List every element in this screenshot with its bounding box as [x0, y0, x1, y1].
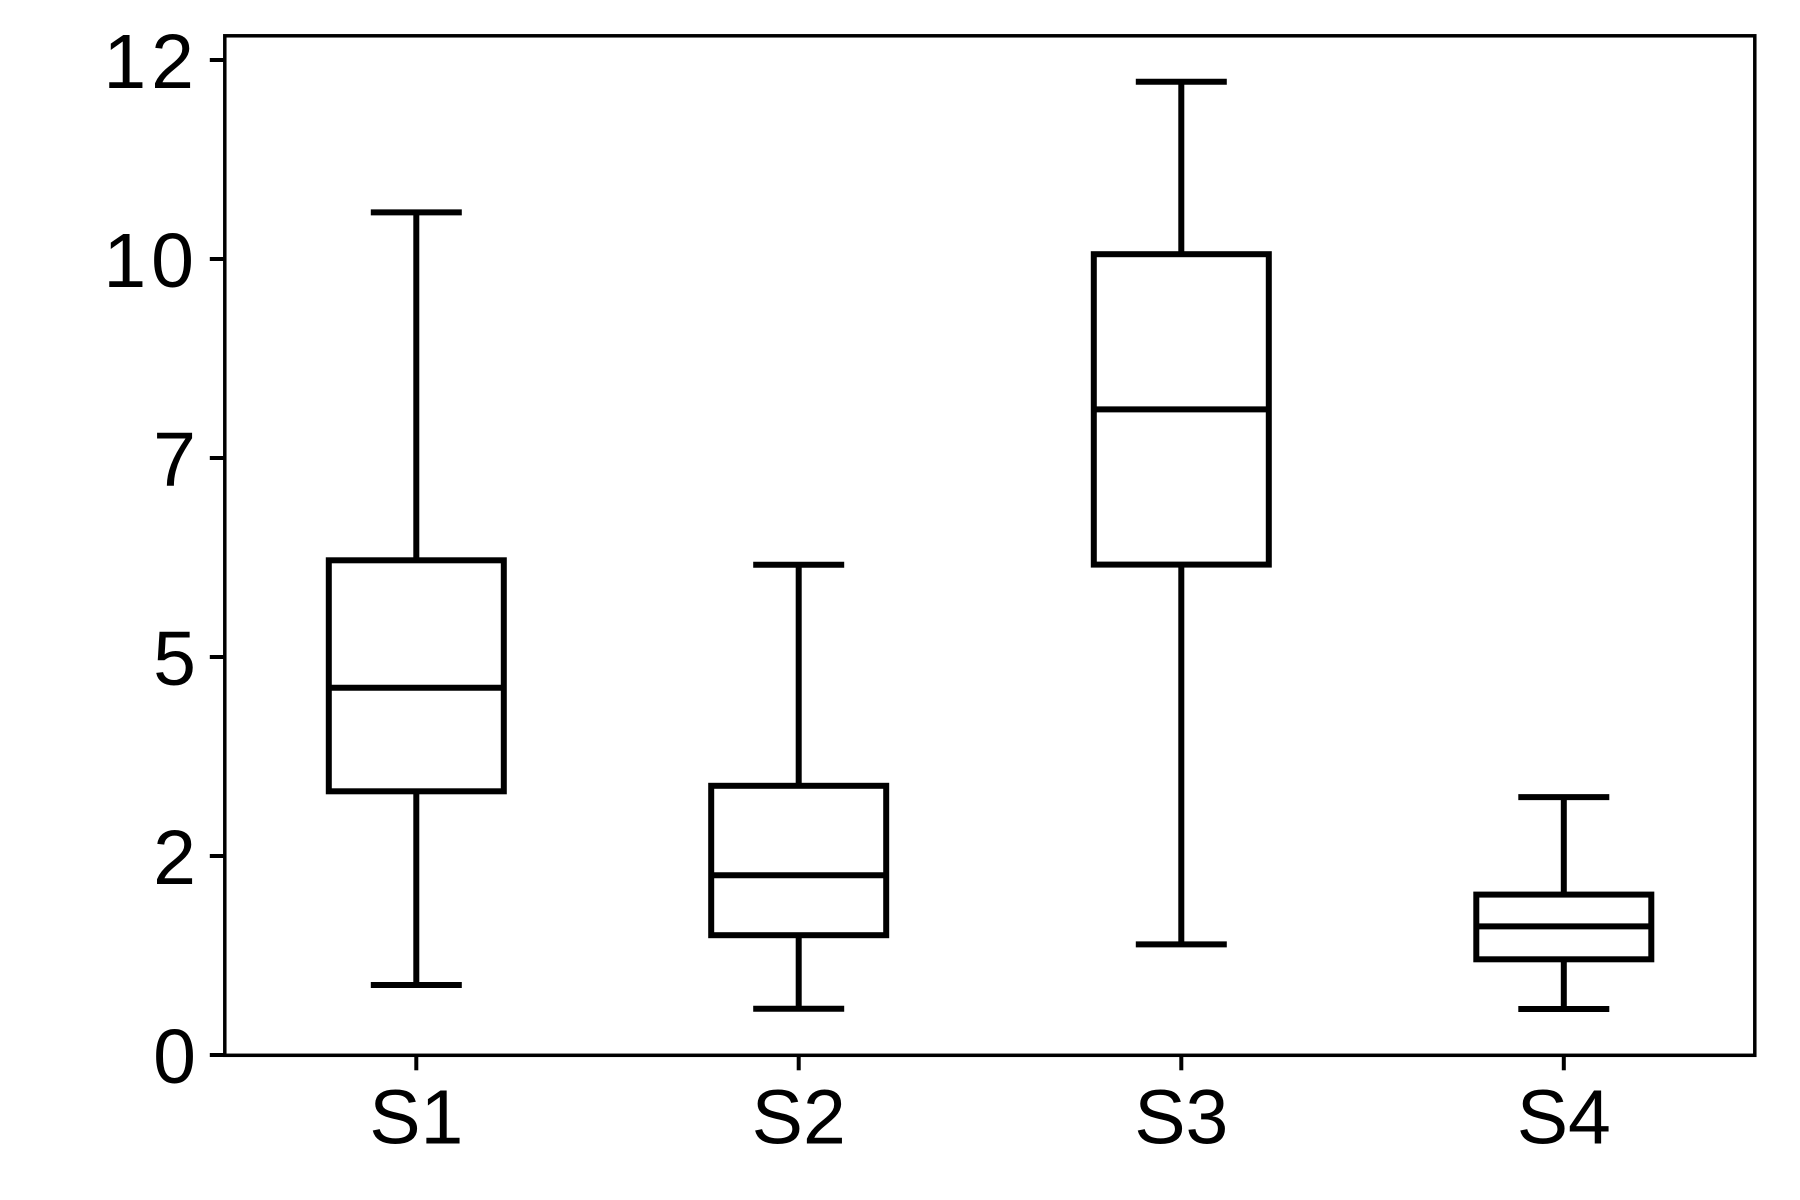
svg-text:0: 0: [153, 1014, 196, 1100]
svg-text:10: 10: [103, 218, 199, 304]
svg-text:2: 2: [153, 815, 196, 901]
svg-text:S3: S3: [1134, 1075, 1228, 1161]
svg-text:5: 5: [153, 616, 196, 702]
svg-text:S1: S1: [369, 1075, 463, 1161]
svg-text:S2: S2: [752, 1075, 846, 1161]
svg-text:S4: S4: [1517, 1075, 1611, 1161]
svg-text:12: 12: [103, 19, 199, 105]
svg-text:7: 7: [153, 417, 196, 503]
